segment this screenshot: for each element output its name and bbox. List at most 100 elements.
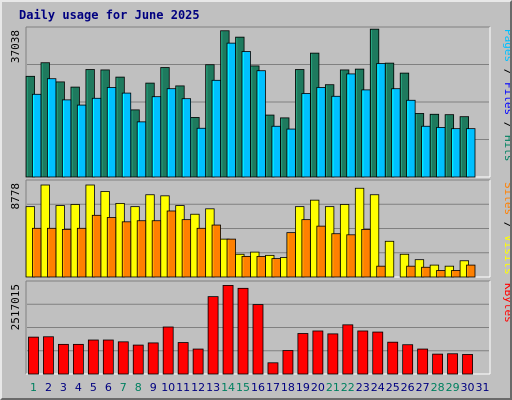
sites-visits-bar-sites-day-9 — [151, 220, 162, 278]
kbytes-bar-kbytes-day-18 — [282, 350, 294, 375]
x-tick-label-day-1: 1 — [30, 381, 37, 394]
kbytes-legend-segment: KBytes — [502, 283, 510, 323]
sites-visits-bar-sites-day-10 — [166, 210, 177, 278]
sites-visits-bar-sites-day-15 — [241, 256, 251, 278]
pages-files-hits-bar-pages-day-15 — [241, 51, 251, 178]
pages-files-hits-bar-pages-day-19 — [301, 93, 311, 178]
kbytes-bar-kbytes-day-14 — [222, 285, 234, 375]
sites-visits-bar-sites-day-8 — [136, 220, 147, 278]
sites-visits-bar-sites-day-2 — [47, 227, 57, 278]
sites-visits-bar-sites-day-11 — [181, 219, 192, 278]
kbytes-bar-kbytes-day-4 — [72, 343, 84, 375]
sites-visits-legend-segment: / — [502, 215, 510, 235]
sites-visits-bar-visits-day-25 — [384, 240, 395, 278]
kbytes-bar-kbytes-day-15 — [237, 287, 249, 375]
kbytes-bar-kbytes-day-26 — [402, 344, 414, 375]
sites-visits-bar-visits-day-26 — [399, 253, 410, 278]
x-tick-label-day-27: 27 — [416, 381, 430, 394]
pages-files-hits-bar-pages-day-17 — [271, 125, 281, 178]
pages-files-hits-bar-pages-day-25 — [391, 88, 401, 178]
kbytes-bar-kbytes-day-13 — [207, 296, 219, 375]
sites-visits-bar-sites-day-27 — [421, 266, 431, 278]
x-tick-label-day-25: 25 — [386, 381, 400, 394]
kbytes-bar-kbytes-day-27 — [417, 348, 429, 375]
pages-files-hits-bar-pages-day-1 — [32, 93, 42, 178]
kbytes-bar-kbytes-day-11 — [177, 342, 189, 375]
sites-visits-bar-sites-day-3 — [61, 228, 72, 278]
x-tick-label-day-5: 5 — [90, 381, 97, 394]
sites-visits-bar-sites-day-1 — [32, 227, 42, 278]
pages-files-hits-bar-pages-day-26 — [406, 99, 416, 178]
kbytes-bar-kbytes-day-5 — [87, 339, 99, 375]
kbytes-bar-kbytes-day-3 — [58, 343, 69, 375]
kbytes-bar-kbytes-day-19 — [297, 333, 309, 375]
kbytes-bar-kbytes-day-23 — [357, 330, 369, 375]
kbytes-bar-kbytes-day-12 — [192, 348, 204, 375]
sites-visits-legend-label: Sites / Visits — [502, 182, 510, 275]
sites-visits-bar-sites-day-22 — [346, 234, 356, 278]
x-tick-label-day-17: 17 — [266, 381, 280, 394]
sites-visits-bar-sites-day-23 — [361, 228, 371, 278]
x-tick-label-day-15: 15 — [236, 381, 250, 394]
sites-visits-bar-sites-day-7 — [121, 221, 132, 278]
pages-files-hits-legend-segment: Pages — [502, 29, 510, 62]
pages-files-hits-bar-pages-day-9 — [151, 96, 162, 178]
pages-files-hits-legend-segment: / — [502, 62, 510, 82]
kbytes-bar-kbytes-day-29 — [447, 353, 458, 375]
kbytes-bar-kbytes-day-30 — [462, 354, 473, 375]
x-tick-label-day-10: 10 — [161, 381, 175, 394]
pages-files-hits-bar-pages-day-16 — [256, 70, 266, 178]
kbytes-bar-kbytes-day-20 — [312, 330, 324, 375]
sites-visits-legend-segment: Visits — [502, 235, 510, 275]
kbytes-bar-kbytes-day-1 — [28, 336, 39, 375]
x-tick-label-day-19: 19 — [296, 381, 310, 394]
x-tick-label-day-21: 21 — [326, 381, 340, 394]
sites-visits-legend-segment: Sites — [502, 182, 510, 215]
sites-visits-bar-sites-day-21 — [331, 233, 341, 278]
sites-visits-bar-sites-day-4 — [76, 227, 87, 278]
sites-visits-bar-sites-day-13 — [211, 224, 221, 278]
x-tick-label-day-26: 26 — [401, 381, 415, 394]
kbytes-bar-kbytes-day-28 — [432, 353, 444, 375]
kbytes-bar-kbytes-day-6 — [102, 339, 114, 375]
kbytes-bar-kbytes-day-9 — [147, 342, 159, 375]
x-tick-label-day-23: 23 — [356, 381, 370, 394]
x-tick-label-day-8: 8 — [135, 381, 142, 394]
pages-files-hits-legend-segment: Files — [502, 82, 510, 115]
sites-visits-bar-sites-day-18 — [286, 232, 296, 278]
kbytes-bar-kbytes-day-8 — [132, 344, 144, 375]
sites-visits-bar-sites-day-5 — [91, 214, 102, 278]
sites-visits-bar-sites-day-14 — [226, 238, 236, 278]
pages-files-hits-legend-segment: Hits — [502, 135, 510, 162]
sites-visits-bar-sites-day-6 — [106, 217, 117, 278]
pages-files-hits-bar-pages-day-23 — [361, 89, 371, 178]
sites-visits-bar-sites-day-26 — [406, 265, 416, 278]
sites-visits-bar-sites-day-17 — [271, 258, 281, 278]
x-tick-label-day-28: 28 — [431, 381, 445, 394]
kbytes-bar-kbytes-day-24 — [372, 331, 384, 375]
kbytes-ymax-label: 2517015 — [9, 284, 22, 330]
kbytes-bar-kbytes-day-2 — [43, 336, 54, 375]
pages-files-hits-bar-pages-day-21 — [331, 95, 341, 178]
sites-visits-bar-sites-day-24 — [376, 265, 386, 278]
pages-files-hits-bar-pages-day-6 — [106, 87, 117, 178]
pages-files-hits-bar-pages-day-2 — [47, 78, 57, 178]
sites-visits-bar-sites-day-30 — [466, 264, 476, 278]
kbytes-bar-kbytes-day-17 — [267, 362, 279, 375]
x-tick-label-day-18: 18 — [281, 381, 295, 394]
sites-visits-bar-sites-day-16 — [256, 256, 266, 278]
kbytes-bar-kbytes-day-16 — [252, 304, 264, 375]
x-tick-label-day-14: 14 — [221, 381, 235, 394]
pages-files-hits-bar-pages-day-10 — [166, 88, 177, 178]
pages-files-hits-bar-pages-day-3 — [61, 99, 72, 178]
pages-files-hits-bar-pages-day-5 — [91, 97, 102, 178]
kbytes-bar-kbytes-day-22 — [342, 324, 354, 375]
pages-files-hits-bar-pages-day-8 — [136, 121, 147, 178]
pages-files-hits-bar-pages-day-18 — [286, 128, 296, 178]
sites-visits-bar-sites-day-28 — [436, 270, 446, 278]
pages-files-hits-bar-pages-day-11 — [181, 98, 192, 178]
x-tick-label-day-30: 30 — [461, 381, 475, 394]
x-tick-label-day-20: 20 — [311, 381, 325, 394]
sites-visits-bar-sites-day-12 — [196, 227, 206, 278]
